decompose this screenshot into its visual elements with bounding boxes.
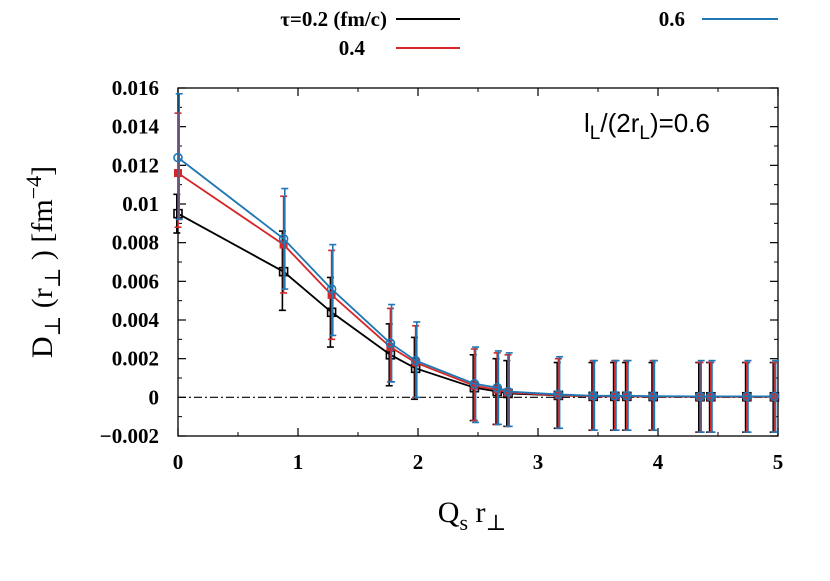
- x-tick-label: 2: [413, 450, 424, 474]
- x-tick-label: 0: [173, 450, 184, 474]
- data-point: [769, 391, 780, 402]
- x-tick-label: 1: [293, 450, 304, 474]
- annotation-length-ratio: lL/(2rL)=0.6: [584, 108, 710, 144]
- data-point: [741, 391, 752, 402]
- y-tick-label: 0.006: [112, 269, 159, 293]
- y-tick-label: 0.016: [112, 76, 159, 100]
- series-layer: [173, 93, 780, 433]
- y-axis-title: D⊥ (r⊥ ) [fm−4]: [21, 166, 65, 358]
- y-tick-label: 0.01: [122, 192, 159, 216]
- data-point: [705, 391, 716, 402]
- x-tick-label: 5: [773, 450, 784, 474]
- data-point: [469, 378, 480, 389]
- y-tick-label: 0.004: [112, 308, 160, 332]
- data-point: [621, 390, 632, 401]
- data-point: [278, 234, 289, 244]
- legend-label-series-2: 0.6: [659, 7, 685, 31]
- data-point: [492, 382, 503, 393]
- y-tick-label: −0.002: [100, 424, 159, 448]
- y-tick-label: 0.002: [112, 347, 159, 371]
- data-point: [588, 390, 599, 401]
- y-tick-label: 0.008: [112, 231, 159, 255]
- data-point: [648, 391, 659, 401]
- data-point: [695, 391, 705, 402]
- x-axis-title: Qs r⊥: [438, 496, 506, 535]
- data-point: [553, 389, 564, 400]
- data-point: [410, 355, 421, 366]
- data-point: [173, 152, 183, 163]
- data-point: [385, 338, 396, 349]
- legend-label-series-0: τ=0.2 (fm/c): [280, 7, 387, 31]
- y-tick-label: 0: [149, 385, 160, 409]
- x-tick-label: 4: [653, 450, 664, 474]
- y-tick-label: 0.012: [112, 153, 159, 177]
- data-point: [609, 390, 620, 401]
- x-tick-label: 3: [533, 450, 544, 474]
- data-point: [326, 284, 337, 294]
- legend: τ=0.2 (fm/c) 0.4 0.6: [280, 7, 778, 60]
- legend-label-series-1: 0.4: [339, 36, 366, 60]
- data-point: [279, 240, 288, 249]
- series-2: [173, 93, 780, 433]
- data-point: [327, 290, 336, 299]
- data-point: [503, 386, 513, 397]
- y-tick-label: 0.014: [112, 115, 160, 139]
- axis-ticks: 0 1 2 3 4 5 −0.002 0 0.002 0.004 0.006 0.008 0.01 0.0…: [100, 76, 783, 474]
- data-point: [174, 169, 182, 178]
